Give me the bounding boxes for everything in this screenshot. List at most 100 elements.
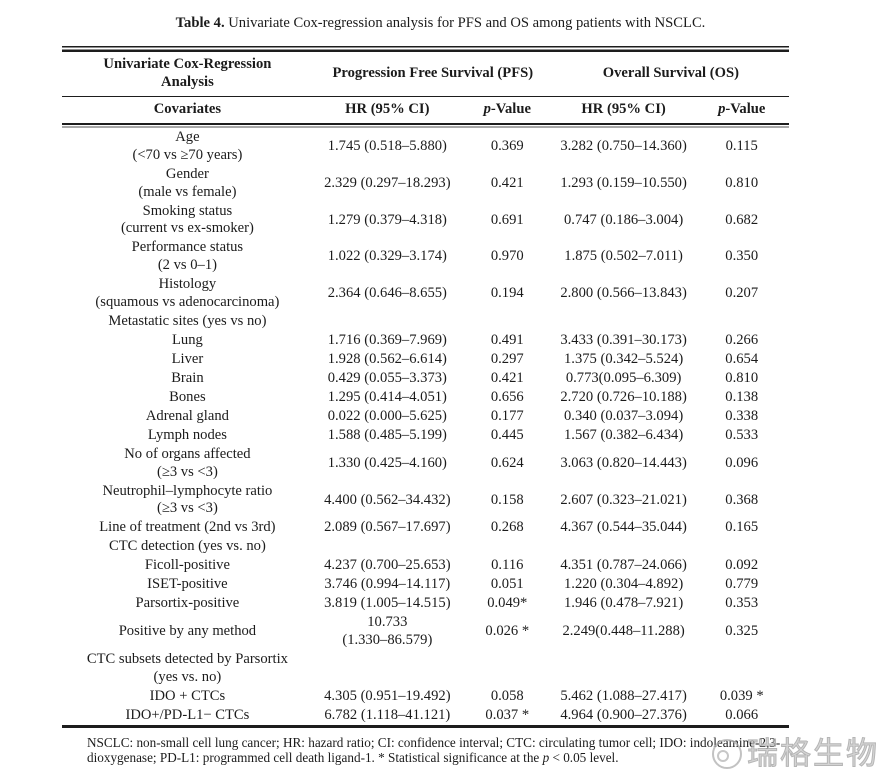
- pfs-hr-value: [313, 547, 462, 548]
- pfs-hr-value: 4.305 (0.951–19.492): [324, 687, 451, 704]
- table-row: Age (<70 vs ≥70 years) 1.745 (0.518–5.880…: [62, 128, 789, 165]
- os-p-value: 0.353: [725, 595, 759, 612]
- pfs-p-value: 0.624: [490, 454, 524, 471]
- section-row: Metastatic sites (yes vs no): [62, 312, 789, 331]
- covariate-label: CTC detection (yes vs. no): [108, 538, 266, 555]
- header-pfs-pvalue: p-Value: [483, 101, 531, 118]
- pfs-p-value: 0.194: [490, 285, 524, 302]
- os-p-value: [694, 321, 789, 322]
- os-p-value: 0.533: [725, 426, 759, 443]
- os-hr-value: [553, 668, 695, 669]
- pfs-p-value: 0.116: [491, 557, 524, 574]
- table-row: Positive by any method 10.733 (1.330–86.5…: [62, 614, 789, 651]
- os-hr-value: 4.964 (0.900–27.376): [560, 706, 687, 723]
- pfs-hr-value: 2.089 (0.567–17.697): [324, 519, 451, 536]
- header-pfs-hr: HR (95% CI): [345, 101, 430, 118]
- pfs-hr-value: 1.745 (0.518–5.880): [327, 137, 447, 154]
- covariate-label: Smoking status (current vs ex-smoker): [120, 202, 254, 237]
- covariate-label: Performance status (2 vs 0–1): [131, 239, 244, 274]
- os-p-value: [694, 668, 789, 669]
- os-p-value: 0.325: [725, 623, 759, 640]
- pfs-p-value: 0.049*: [487, 595, 528, 612]
- os-p-value: 0.368: [725, 491, 759, 508]
- table-body: Age (<70 vs ≥70 years) 1.745 (0.518–5.880…: [62, 128, 789, 725]
- pfs-p-value: 0.051: [490, 576, 524, 593]
- os-p-value: 0.115: [725, 137, 758, 154]
- covariate-label: Neutrophil–lymphocyte ratio (≥3 vs <3): [102, 482, 273, 517]
- os-hr-value: 1.875 (0.502–7.011): [564, 248, 683, 265]
- covariate-label: Gender (male vs female): [138, 165, 237, 200]
- table-row: Bones 1.295 (0.414–4.051) 0.656 2.720 (0.72…: [62, 388, 789, 407]
- covariate-label: CTC subsets detected by Parsortix (yes v…: [86, 651, 288, 685]
- covariate-label: Adrenal gland: [145, 407, 229, 424]
- pfs-hr-value: 1.279 (0.379–4.318): [327, 211, 447, 228]
- os-p-value: 0.266: [725, 331, 759, 348]
- table-row: Ficoll-positive 4.237 (0.700–25.653) 0.116…: [62, 557, 789, 576]
- os-hr-value: 3.063 (0.820–14.443): [560, 454, 687, 471]
- os-hr-value: [553, 321, 695, 322]
- os-p-value: 0.096: [725, 454, 759, 471]
- table-row: Liver 1.928 (0.562–6.614) 0.297 1.375 (0.34…: [62, 350, 789, 369]
- header-os-hr: HR (95% CI): [581, 101, 666, 118]
- covariate-label: Metastatic sites (yes vs no): [108, 312, 267, 329]
- pfs-p-value: 0.177: [490, 407, 524, 424]
- pfs-hr-value: 3.819 (1.005–14.515): [324, 595, 451, 612]
- pfs-p-value: 0.026 *: [485, 623, 530, 640]
- pfs-hr-value: 2.364 (0.646–8.655): [327, 285, 447, 302]
- os-hr-value: 2.720 (0.726–10.188): [560, 388, 687, 405]
- pfs-hr-value: 0.022 (0.000–5.625): [327, 407, 447, 424]
- table-top-rule: [62, 46, 789, 52]
- pfs-hr-value: 4.237 (0.700–25.653): [324, 557, 451, 574]
- table-caption: Table 4. Univariate Cox-regression analy…: [0, 14, 881, 33]
- pfs-hr-value: 6.782 (1.118–41.121): [324, 706, 451, 723]
- table-row: Line of treatment (2nd vs 3rd) 2.089 (0.5…: [62, 519, 789, 538]
- os-hr-value: 2.800 (0.566–13.843): [560, 285, 687, 302]
- pfs-hr-value: 1.330 (0.425–4.160): [327, 454, 447, 471]
- os-hr-value: 2.607 (0.323–21.021): [560, 491, 687, 508]
- header-univariate-cox: Univariate Cox-Regression Analysis: [103, 56, 272, 90]
- pfs-hr-value: 0.429 (0.055–3.373): [327, 369, 447, 386]
- os-p-value: 0.138: [725, 388, 759, 405]
- table-row: Adrenal gland 0.022 (0.000–5.625) 0.177 0.3…: [62, 407, 789, 426]
- table-row: Histology (squamous vs adenocarcinoma) 2.…: [62, 276, 789, 313]
- os-hr-value: [553, 547, 695, 548]
- pfs-p-value: 0.158: [490, 491, 524, 508]
- pfs-hr-value: 4.400 (0.562–34.432): [324, 491, 451, 508]
- section-row: CTC subsets detected by Parsortix (yes v…: [62, 651, 789, 688]
- os-p-value: 0.810: [725, 369, 759, 386]
- pfs-hr-value: 10.733 (1.330–86.579): [342, 614, 433, 649]
- pfs-p-value: 0.297: [490, 350, 524, 367]
- pfs-p-value: 0.691: [490, 211, 524, 228]
- caption-text: Univariate Cox-regression analysis for P…: [224, 15, 706, 31]
- header-os-pvalue: p-Value: [718, 101, 766, 118]
- os-p-value: 0.165: [725, 519, 759, 536]
- header-bottom-rule: [62, 123, 789, 129]
- covariate-label: Liver: [171, 350, 204, 367]
- section-row: CTC detection (yes vs. no): [62, 538, 789, 557]
- cox-regression-table: Univariate Cox-Regression Analysis Progr…: [62, 46, 789, 728]
- pfs-hr-value: 1.716 (0.369–7.969): [327, 331, 447, 348]
- os-hr-value: 1.946 (0.478–7.921): [564, 595, 684, 612]
- covariate-label: Ficoll-positive: [144, 557, 230, 574]
- os-hr-value: 0.747 (0.186–3.004): [564, 211, 684, 228]
- covariate-label: No of organs affected (≥3 vs <3): [124, 445, 251, 480]
- covariate-label: IDO+/PD-L1− CTCs: [125, 706, 250, 723]
- pfs-p-value: 0.369: [490, 137, 524, 154]
- os-hr-value: 1.567 (0.382–6.434): [564, 426, 684, 443]
- os-hr-value: 3.433 (0.391–30.173): [560, 331, 687, 348]
- os-p-value: 0.810: [725, 174, 759, 191]
- covariate-label: ISET-positive: [147, 576, 228, 593]
- pfs-p-value: 0.656: [490, 388, 524, 405]
- header-pfs-group: Progression Free Survival (PFS): [332, 64, 534, 81]
- footnote-text: NSCLC: non-small cell lung cancer; HR: h…: [87, 734, 781, 766]
- table-row: Neutrophil–lymphocyte ratio (≥3 vs <3) 4.…: [62, 482, 789, 519]
- table-row: IDO + CTCs 4.305 (0.951–19.492) 0.058 5.462…: [62, 687, 789, 706]
- table-footnote: NSCLC: non-small cell lung cancer; HR: h…: [87, 734, 781, 766]
- table-row: No of organs affected (≥3 vs <3) 1.330 (0…: [62, 445, 789, 482]
- os-p-value: 0.350: [725, 248, 759, 265]
- table-header-groups: Univariate Cox-Regression Analysis Progr…: [62, 52, 789, 96]
- os-hr-value: 1.220 (0.304–4.892): [564, 576, 684, 593]
- pfs-hr-value: [313, 321, 462, 322]
- table-row: ISET-positive 3.746 (0.994–14.117) 0.051 1.…: [62, 576, 789, 595]
- os-hr-value: 0.340 (0.037–3.094): [564, 407, 684, 424]
